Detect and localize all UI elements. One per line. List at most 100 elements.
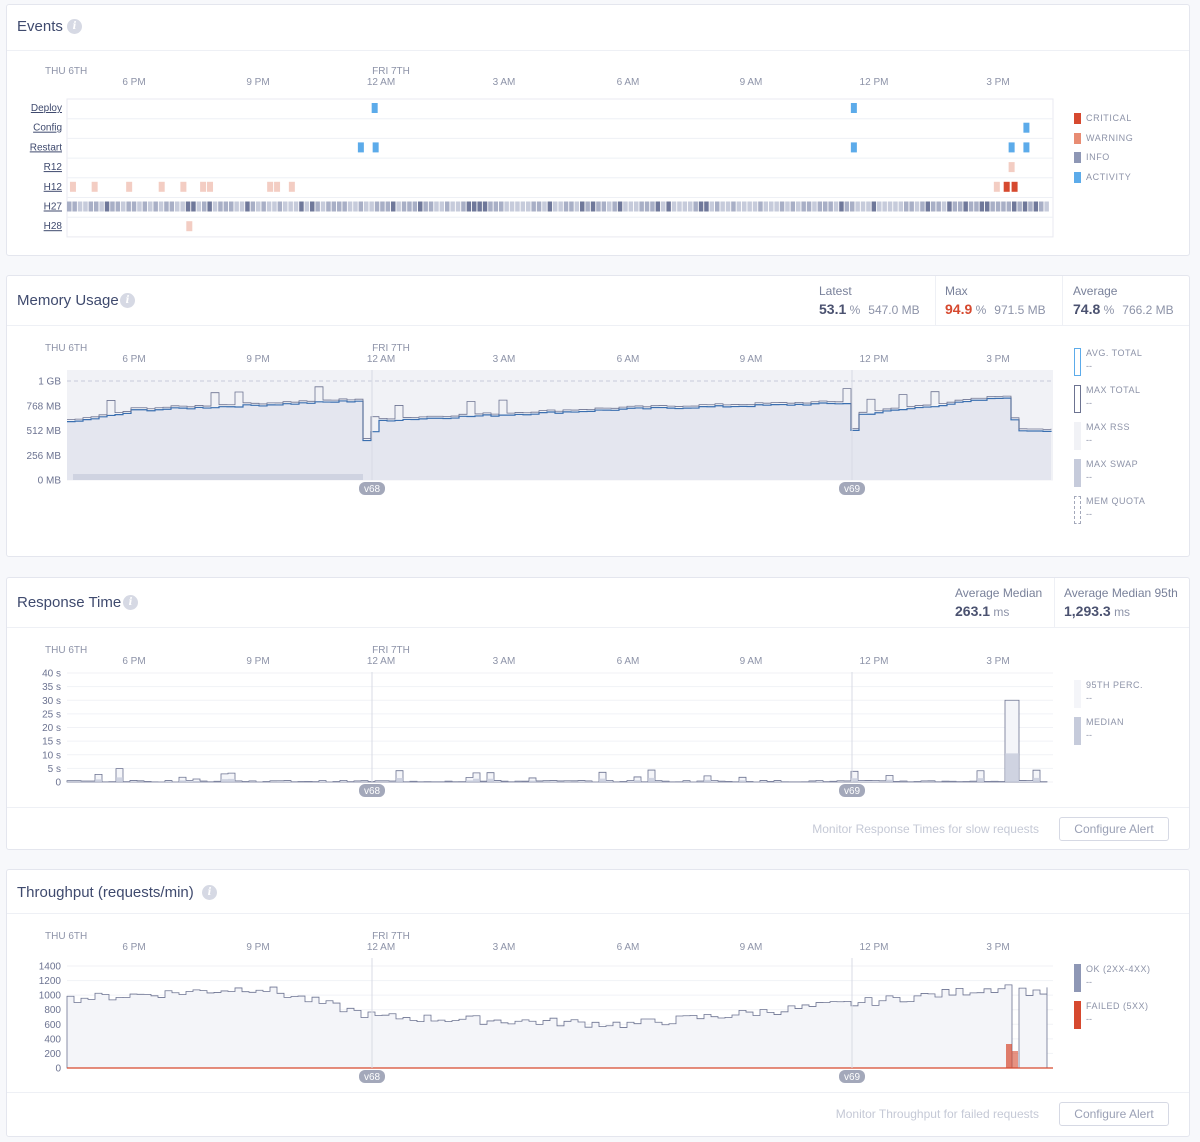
y-axis-label: 20 s	[42, 723, 61, 734]
event-mark	[850, 201, 855, 212]
event-mark	[229, 201, 234, 212]
legend-item[interactable]: OK (2XX-4XX) --	[1074, 964, 1194, 994]
throughput-failed-bar	[1006, 1044, 1012, 1068]
event-mark	[833, 201, 839, 212]
event-mark	[315, 201, 320, 212]
stat-unit: ms	[993, 605, 1010, 619]
legend-label: ACTIVITY	[1086, 172, 1132, 183]
legend-item[interactable]: MAX RSS --	[1074, 422, 1194, 452]
event-mark	[1017, 201, 1022, 212]
event-mark	[688, 201, 693, 212]
event-mark	[218, 201, 223, 212]
response-median-series	[67, 753, 1047, 782]
info-icon[interactable]: i	[67, 19, 82, 34]
event-mark	[234, 201, 239, 212]
event-mark	[126, 201, 131, 212]
events-row-label[interactable]: H28	[44, 221, 63, 232]
event-mark	[293, 201, 299, 212]
memory-stat-average: Average 74.8 % 766.2 MB	[1073, 284, 1174, 317]
legend-item[interactable]: 95TH PERC. --	[1074, 680, 1194, 710]
event-mark	[358, 201, 364, 212]
time-axis-label: 12 PM	[860, 354, 889, 365]
event-mark	[1039, 201, 1044, 212]
event-mark	[790, 201, 796, 212]
event-mark	[374, 201, 380, 212]
legend-item[interactable]: AVG. TOTAL --	[1074, 348, 1194, 378]
event-mark	[1022, 201, 1028, 212]
memory-area	[67, 398, 1051, 480]
stat-value: 1,293.3	[1064, 603, 1111, 619]
event-mark	[245, 201, 250, 212]
time-axis-label: 12 AM	[367, 656, 395, 667]
event-mark	[466, 201, 472, 212]
y-axis-label: 40 s	[42, 669, 61, 680]
response-header: Response Time i Average Median 263.1 ms …	[7, 578, 1189, 628]
event-mark	[396, 201, 401, 212]
event-mark	[493, 201, 499, 212]
event-mark	[758, 201, 763, 212]
response-footer-text: Monitor Response Times for slow requests	[812, 822, 1039, 836]
legend-item[interactable]: MEDIAN --	[1074, 717, 1194, 747]
events-grid	[66, 98, 1054, 238]
events-row-label[interactable]: H27	[44, 202, 63, 213]
legend-swatch	[1074, 422, 1081, 450]
y-axis-label: 600	[44, 1020, 61, 1031]
events-header: Events i	[7, 5, 1189, 51]
configure-alert-button[interactable]: Configure Alert	[1059, 817, 1169, 841]
release-badge	[839, 1070, 865, 1083]
events-row-label[interactable]: H12	[44, 182, 63, 193]
info-icon[interactable]: i	[120, 293, 135, 308]
event-mark	[1012, 201, 1017, 212]
release-badge	[359, 1070, 385, 1083]
time-axis-label: 12 AM	[367, 354, 395, 365]
event-mark	[88, 201, 94, 212]
y-axis-label: 1 GB	[38, 377, 61, 388]
legend-item[interactable]: FAILED (5XX) --	[1074, 1001, 1194, 1031]
event-mark	[371, 103, 378, 113]
stat-label: Average Median 95th	[1064, 586, 1178, 600]
events-row-label[interactable]: Deploy	[31, 103, 62, 114]
legend-label: MEDIAN	[1086, 717, 1125, 727]
events-row-label[interactable]: R12	[44, 162, 63, 173]
legend-item[interactable]: MAX TOTAL --	[1074, 385, 1194, 415]
stat-mb: 971.5 MB	[994, 303, 1046, 317]
event-mark	[304, 201, 310, 212]
event-mark	[769, 201, 774, 212]
event-mark	[77, 201, 83, 212]
event-mark	[563, 201, 569, 212]
event-mark	[580, 201, 585, 212]
event-mark	[104, 201, 110, 212]
event-mark	[860, 201, 866, 212]
info-icon[interactable]: i	[202, 885, 217, 900]
release-label: v68	[364, 1072, 381, 1083]
events-row-label[interactable]: Config	[33, 123, 62, 134]
legend-value: --	[1086, 1014, 1092, 1024]
throughput-footer-text: Monitor Throughput for failed requests	[835, 1107, 1039, 1121]
event-mark	[1003, 181, 1010, 192]
legend-item[interactable]: MAX SWAP --	[1074, 459, 1194, 489]
event-mark	[709, 201, 715, 212]
event-mark	[715, 201, 720, 212]
event-mark	[850, 142, 857, 153]
event-mark	[887, 201, 893, 212]
event-mark	[553, 201, 558, 212]
event-mark	[515, 201, 520, 212]
events-row-label[interactable]: Restart	[30, 142, 62, 153]
event-mark	[677, 201, 682, 212]
legend-value: --	[1086, 435, 1092, 445]
legend-label: CRITICAL	[1086, 113, 1132, 123]
time-axis-label: 3 AM	[493, 942, 516, 953]
legend-item[interactable]: MEM QUOTA --	[1074, 496, 1194, 526]
time-axis-label: 6 AM	[617, 77, 640, 88]
event-mark	[785, 201, 790, 212]
event-mark	[186, 221, 193, 232]
response-panel: Response Time i Average Median 263.1 ms …	[6, 577, 1190, 850]
event-mark	[720, 201, 725, 212]
events-legend-item: INFO	[1074, 150, 1184, 164]
configure-alert-button[interactable]: Configure Alert	[1059, 1102, 1169, 1126]
event-mark	[461, 201, 466, 212]
event-mark	[180, 181, 187, 192]
stat-value: 74.8	[1073, 301, 1101, 317]
info-icon[interactable]: i	[123, 595, 138, 610]
event-mark	[1008, 142, 1015, 153]
